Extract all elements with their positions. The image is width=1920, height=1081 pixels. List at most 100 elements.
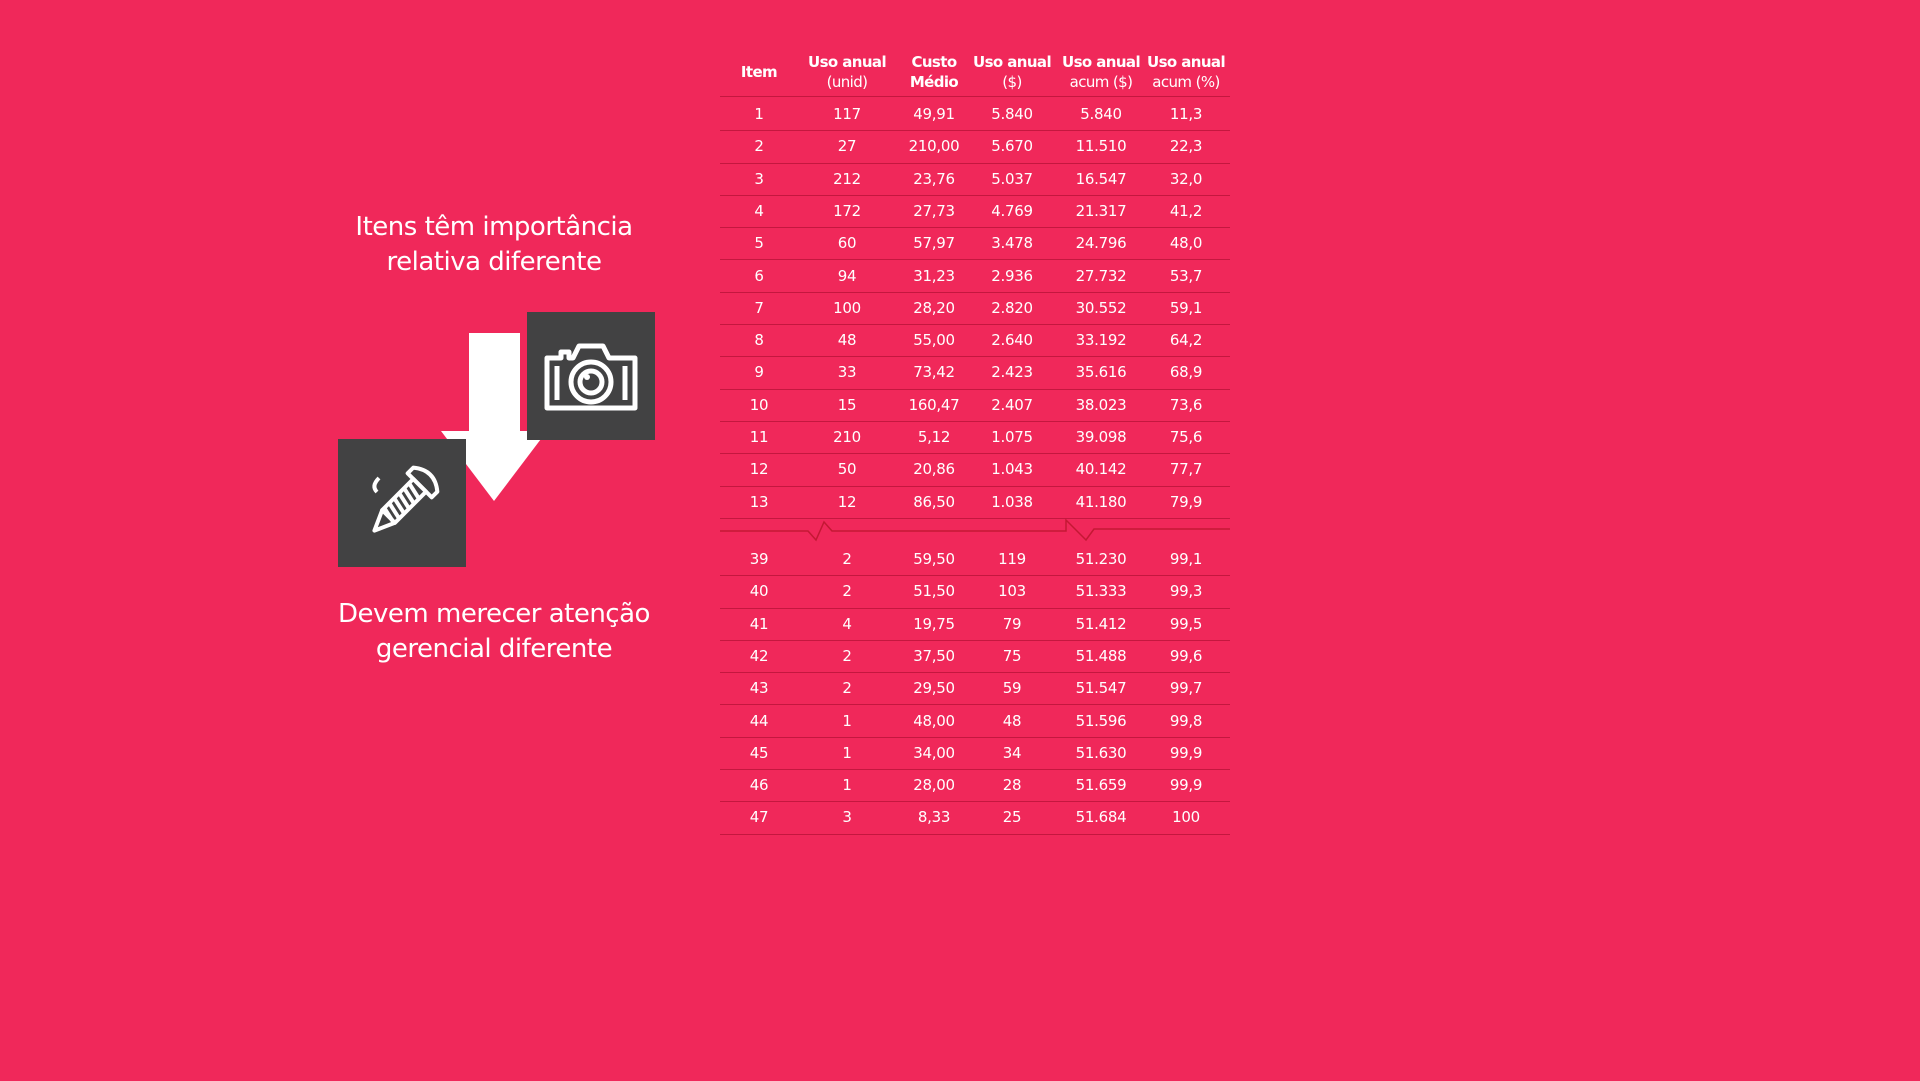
table-cell-custo-medio: 20,86	[913, 460, 955, 479]
table-cell-uso-anual-valor: 28	[1002, 776, 1022, 795]
table-cell-item: 11	[749, 428, 769, 446]
table-cell-item: 9	[754, 363, 764, 382]
table-cell-custo-medio: 51,50	[913, 582, 955, 601]
table-cell-custo-medio: 48,00	[913, 711, 955, 730]
table-cell-uso-anual-acum-pct: 68,9	[1169, 363, 1203, 382]
table-cell-uso-anual-unid: 1	[842, 711, 852, 730]
table-cell-uso-anual-acum-valor: 21.317	[1075, 201, 1127, 220]
screw-icon	[372, 465, 440, 533]
table-row: 8 48 55,00 2.640 33.192 64,2	[720, 324, 1230, 358]
header-uso-anual-unid: Uso anual (unid)	[808, 47, 887, 96]
table-cell-uso-anual-acum-valor: 5.840	[1080, 105, 1122, 123]
table-cell-item: 47	[749, 808, 769, 827]
table-cell-item: 46	[749, 776, 769, 795]
table-cell-uso-anual-acum-pct: 11,3	[1169, 105, 1203, 123]
table-cell-custo-medio: 210,00	[908, 137, 960, 156]
table-cell-custo-medio: 27,73	[913, 201, 955, 220]
header-uso-anual-valor: Uso anual ($)	[973, 47, 1052, 96]
table-cell-custo-medio: 57,97	[913, 234, 955, 253]
table-cell-uso-anual-acum-pct: 41,2	[1169, 201, 1203, 220]
table-break-line	[720, 518, 1230, 542]
table-cell-uso-anual-acum-valor: 51.596	[1075, 711, 1127, 730]
header-label-line-1: Uso anual	[973, 52, 1052, 71]
table-cell-uso-anual-unid: 117	[833, 105, 861, 123]
table-cell-item: 4	[754, 201, 764, 220]
table-cell-uso-anual-valor: 1.075	[991, 428, 1033, 446]
table-row: 5 60 57,97 3.478 24.796 48,0	[720, 227, 1230, 261]
table-cell-uso-anual-unid: 50	[837, 460, 857, 479]
table-cell-item: 13	[749, 492, 769, 511]
table-cell-uso-anual-valor: 103	[998, 582, 1026, 601]
header-label-line-1: Item	[740, 62, 778, 81]
table-cell-uso-anual-unid: 27	[837, 137, 857, 156]
table-cell-uso-anual-acum-pct: 53,7	[1169, 266, 1203, 285]
table-row: 42 2 37,50 75 51.488 99,6	[720, 640, 1230, 674]
table-cell-uso-anual-acum-valor: 41.180	[1075, 492, 1127, 511]
table-cell-item: 5	[754, 234, 764, 253]
table-cell-uso-anual-valor: 3.478	[991, 234, 1033, 253]
table-cell-uso-anual-unid: 212	[833, 169, 861, 188]
table-cell-uso-anual-acum-valor: 51.684	[1075, 808, 1127, 827]
table-cell-uso-anual-unid: 48	[837, 331, 857, 350]
table-cell-item: 6	[754, 266, 764, 285]
table-cell-uso-anual-unid: 2	[842, 646, 852, 665]
table-cell-uso-anual-valor: 2.820	[991, 298, 1033, 317]
table-row: 9 33 73,42 2.423 35.616 68,9	[720, 356, 1230, 390]
table-cell-custo-medio: 19,75	[913, 614, 955, 633]
table-row: 47 3 8,33 25 51.684 100	[720, 801, 1230, 835]
table-cell-uso-anual-acum-pct: 99,7	[1169, 679, 1203, 698]
table-cell-uso-anual-valor: 1.043	[991, 460, 1033, 479]
table-cell-uso-anual-unid: 1	[842, 776, 852, 795]
header-label-line-1: Uso anual	[1147, 52, 1226, 71]
table-cell-uso-anual-valor: 34	[1002, 743, 1022, 762]
table-cell-uso-anual-acum-pct: 73,6	[1169, 395, 1203, 414]
header-label-line-2: ($)	[1002, 72, 1022, 91]
table-cell-uso-anual-unid: 94	[837, 266, 857, 285]
table-cell-custo-medio: 29,50	[913, 679, 955, 698]
headline-top-line-2: relativa diferente	[386, 247, 602, 277]
table-cell-uso-anual-unid: 100	[833, 298, 861, 317]
table-cell-item: 10	[749, 395, 769, 414]
table-cell-custo-medio: 49,91	[913, 105, 955, 123]
table-cell-uso-anual-acum-valor: 35.616	[1075, 363, 1127, 382]
table-row: 41 4 19,75 79 51.412 99,5	[720, 608, 1230, 641]
table-row: 3 212 23,76 5.037 16.547 32,0	[720, 163, 1230, 196]
table-cell-uso-anual-unid: 2	[842, 679, 852, 698]
table-cell-uso-anual-valor: 119	[998, 550, 1026, 568]
table-cell-item: 44	[749, 711, 769, 730]
table-cell-uso-anual-valor: 2.936	[991, 266, 1033, 285]
table-row: 46 1 28,00 28 51.659 99,9	[720, 769, 1230, 803]
table-cell-uso-anual-acum-valor: 51.547	[1075, 679, 1127, 698]
table-cell-uso-anual-acum-pct: 100	[1172, 808, 1200, 827]
table-cell-custo-medio: 28,20	[913, 298, 955, 317]
table-cell-uso-anual-acum-pct: 99,3	[1169, 582, 1203, 601]
table-cell-uso-anual-acum-valor: 16.547	[1075, 169, 1127, 188]
table-row: 40 2 51,50 103 51.333 99,3	[720, 575, 1230, 609]
headline-bottom-line-1: Devem merecer atenção	[338, 599, 650, 629]
table-row: 4 172 27,73 4.769 21.317 41,2	[720, 195, 1230, 229]
table-cell-uso-anual-unid: 2	[842, 582, 852, 601]
table-cell-uso-anual-unid: 2	[842, 550, 852, 568]
header-label-line-1: Uso anual	[1062, 52, 1141, 71]
table-cell-uso-anual-unid: 33	[837, 363, 857, 382]
table-cell-uso-anual-acum-pct: 75,6	[1169, 428, 1203, 446]
table-cell-item: 1	[754, 105, 764, 123]
table-cell-item: 3	[754, 169, 764, 188]
table-row: 12 50 20,86 1.043 40.142 77,7	[720, 453, 1230, 487]
table-cell-custo-medio: 5,12	[917, 428, 951, 446]
table-cell-uso-anual-valor: 1.038	[991, 492, 1033, 511]
table-row: 6 94 31,23 2.936 27.732 53,7	[720, 260, 1230, 293]
table-cell-uso-anual-acum-pct: 22,3	[1169, 137, 1203, 156]
table-cell-item: 41	[749, 614, 769, 633]
table-row: 1 117 49,91 5.840 5.840 11,3	[720, 98, 1230, 132]
header-item: Item	[740, 47, 778, 96]
table-cell-uso-anual-acum-valor: 51.412	[1075, 614, 1127, 633]
header-label-line-2: acum ($)	[1069, 72, 1133, 91]
table-cell-uso-anual-acum-valor: 24.796	[1075, 234, 1127, 253]
table-row: 11 210 5,12 1.075 39.098 75,6	[720, 421, 1230, 455]
table-cell-item: 42	[749, 646, 769, 665]
table-row: 43 2 29,50 59 51.547 99,7	[720, 672, 1230, 706]
table-row: 2 27 210,00 5.670 11.510 22,3	[720, 130, 1230, 164]
table-cell-uso-anual-acum-pct: 99,8	[1169, 711, 1203, 730]
headline-top-line-1: Itens têm importância	[355, 212, 633, 242]
